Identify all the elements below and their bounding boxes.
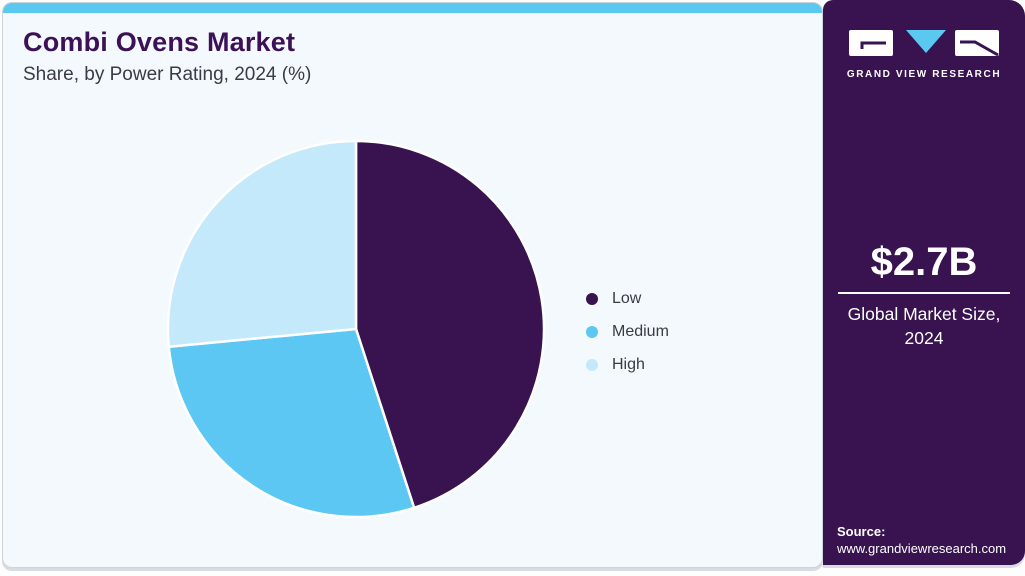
gvr-logo-icon [849,30,999,57]
chart-legend: Low Medium High [586,290,669,374]
market-size-label-line1: Global Market Size, [847,304,1001,324]
pie-slice-medium [167,327,416,519]
market-size-label: Global Market Size, 2024 [823,303,1025,350]
gvr-logo: GRAND VIEW RESEARCH [823,29,1025,80]
legend-item-low: Low [586,290,669,308]
legend-label-low: Low [612,290,642,307]
brand-name: GRAND VIEW RESEARCH [846,69,1002,80]
legend-swatch-low [586,293,598,305]
market-size-value: $2.7B [870,240,978,284]
page-subtitle: Share, by Power Rating, 2024 (%) [23,64,312,85]
chart-card: Combi Ovens Market Share, by Power Ratin… [2,2,823,568]
legend-item-medium: Medium [586,323,669,341]
pie-slice-low [354,139,546,510]
legend-swatch-high [586,359,598,371]
market-size-block: $2.7B Global Market Size, 2024 [823,240,1025,350]
pie-chart [166,139,546,519]
source-url: www.grandviewresearch.com [837,541,1007,556]
top-accent-bar [3,3,822,13]
source-block: Source: www.grandviewresearch.com [837,524,1006,556]
legend-swatch-medium [586,326,598,338]
legend-item-high: High [586,356,669,374]
header: Combi Ovens Market Share, by Power Ratin… [23,27,311,86]
source-label: Source: [837,524,886,539]
page-title: Combi Ovens Market [23,27,296,57]
market-size-label-line2: 2024 [904,327,944,348]
sidebar: GRAND VIEW RESEARCH $2.7B Global Market … [823,0,1025,565]
legend-label-medium: Medium [612,323,669,340]
logo-v-triangle [906,30,946,53]
legend-label-high: High [612,356,645,373]
pie-slice-high [166,139,358,348]
divider-line [838,292,1010,294]
